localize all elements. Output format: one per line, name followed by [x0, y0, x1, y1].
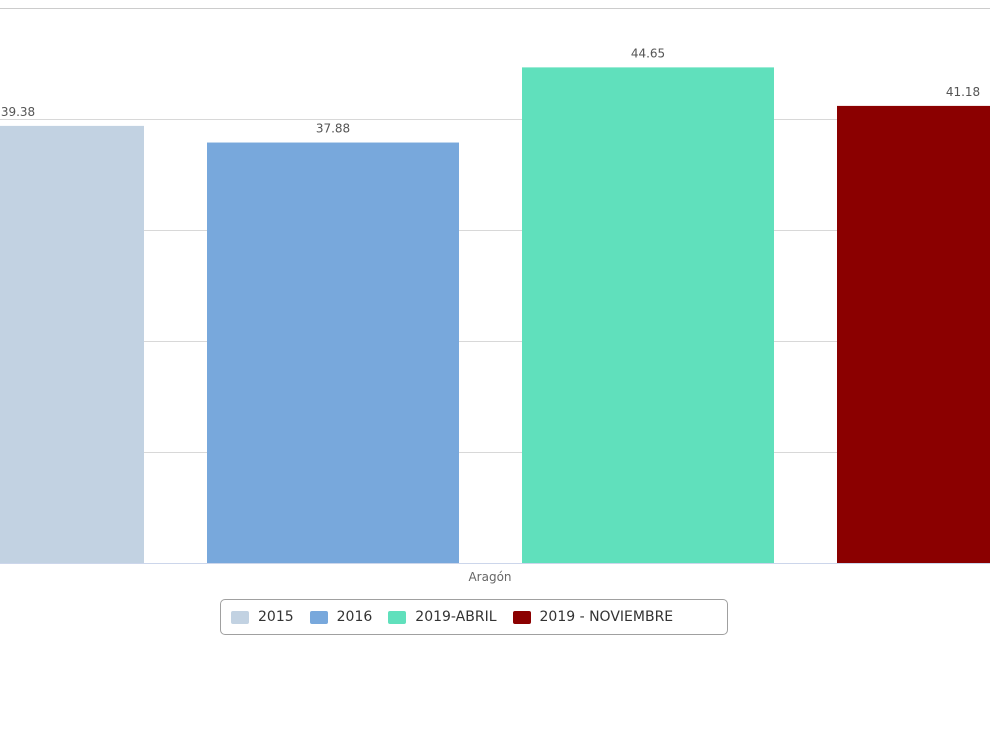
bar-2015[interactable] — [0, 125, 144, 563]
legend: 2015 2016 2019-ABRIL 2019 - NOVIEMBRE — [220, 599, 728, 635]
legend-label: 2019 - NOVIEMBRE — [539, 609, 674, 625]
x-category-label: Aragón — [468, 570, 511, 584]
gridlines — [0, 119, 990, 453]
legend-label: 2019-ABRIL — [415, 609, 497, 625]
bar-2019-noviembre[interactable] — [837, 105, 990, 563]
data-label: 39.38 — [1, 105, 35, 119]
data-label: 37.88 — [316, 122, 350, 136]
bar-2016[interactable] — [207, 142, 459, 564]
legend-swatch — [388, 610, 407, 624]
data-label: 41.18 — [946, 85, 980, 99]
bar-2019-abril[interactable] — [522, 67, 774, 563]
legend-label: 2016 — [336, 609, 373, 625]
legend-item-2015[interactable]: 2015 — [231, 609, 294, 625]
legend-swatch — [231, 610, 249, 624]
bars — [0, 67, 990, 564]
data-labels: 39.38 37.88 44.65 41.18 — [1, 46, 980, 135]
data-label: 44.65 — [631, 46, 665, 60]
legend-item-2016[interactable]: 2016 — [309, 609, 373, 625]
legend-label: 2015 — [258, 609, 294, 625]
legend-item-2019-noviembre[interactable]: 2019 - NOVIEMBRE — [512, 609, 674, 625]
legend-item-2019-abril[interactable]: 2019-ABRIL — [388, 609, 497, 625]
legend-swatch — [512, 610, 531, 624]
legend-swatch — [309, 610, 328, 624]
